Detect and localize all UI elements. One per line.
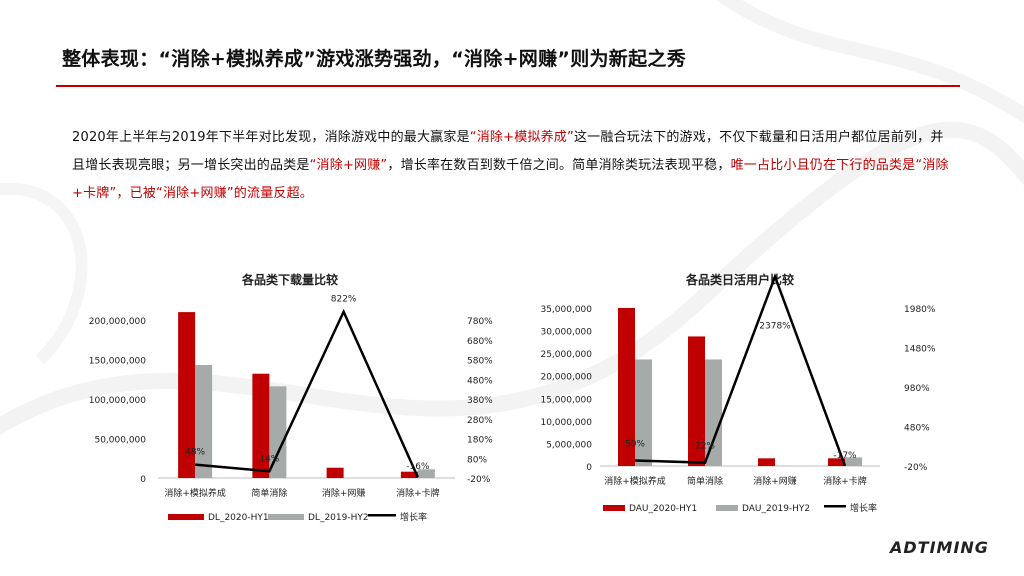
growth-rate-label: -16% — [406, 462, 430, 472]
legend-label: DL_2020-HY1 — [208, 513, 269, 523]
bar-current — [252, 373, 270, 478]
growth-rate-label: 14% — [259, 454, 279, 464]
y-right-tick-label: 980% — [904, 384, 930, 394]
summary-paragraph: 2020年上半年与2019年下半年对比发现，消除游戏中的最大赢家是“消除+模拟养… — [72, 124, 952, 208]
growth-rate-label: -17% — [833, 451, 857, 461]
y-right-tick-label: 280% — [467, 416, 493, 426]
y-left-tick-label: 20,000,000 — [540, 373, 592, 383]
bar-previous — [417, 469, 435, 478]
growth-rate-line — [634, 272, 847, 467]
y-right-tick-label: 1980% — [904, 305, 936, 315]
y-left-tick-label: 10,000,000 — [540, 418, 592, 428]
title-underline — [56, 85, 960, 87]
x-tick-label: 简单消除 — [251, 487, 287, 499]
y-right-tick-label: -20% — [904, 463, 928, 473]
bar-current — [688, 336, 705, 466]
highlight-text: 唯一占比小且仍在下行的品类是“消除+卡牌”，已被“消除+网赚”的流量反超。 — [72, 158, 949, 201]
y-left-tick-label: 50,000,000 — [94, 436, 146, 446]
chart-title: 各品类日活用户比较 — [685, 272, 794, 287]
bar-current — [828, 458, 845, 466]
page-title: 整体表现：“消除+模拟养成”游戏涨势强劲，“消除+网赚”则为新起之秀 — [62, 48, 686, 70]
x-tick-label: 消除+网赚 — [322, 487, 366, 499]
x-tick-label: 消除+卡牌 — [396, 487, 440, 499]
y-left-tick-label: 150,000,000 — [89, 357, 147, 367]
bar-previous — [845, 457, 862, 466]
body-text-segment: ，增长率在数百到数千倍之间。简单消除类玩法表现平稳， — [387, 158, 731, 173]
y-left-tick-label: 5,000,000 — [546, 440, 592, 450]
dau-chart: 各品类日活用户比较 0 5,000,000 10,000,000 15,000,000 2… — [540, 272, 936, 514]
bar-current — [400, 471, 418, 478]
bar-current — [178, 312, 196, 478]
legend-swatch — [268, 514, 304, 520]
legend-swatch — [603, 505, 625, 511]
bar-previous — [195, 365, 213, 478]
x-tick-label: 简单消除 — [687, 475, 723, 487]
y-left-tick-label: 0 — [586, 463, 592, 473]
y-left-tick-label: 200,000,000 — [89, 317, 147, 327]
growth-rate-label: 48% — [185, 448, 205, 458]
bar-current — [326, 467, 344, 478]
y-right-tick-label: 80% — [467, 455, 487, 465]
y-right-tick-label: 680% — [467, 337, 493, 347]
legend-swatch — [716, 505, 738, 511]
logo-text: ADTIMING — [890, 538, 989, 557]
y-right-tick-label: 180% — [467, 436, 493, 446]
adtiming-logo: ADTIMING — [890, 538, 989, 557]
legend-label: 增长率 — [850, 502, 877, 514]
y-right-tick-label: 1480% — [904, 345, 936, 355]
legend-swatch — [168, 514, 204, 520]
y-right-tick-label: 380% — [467, 396, 493, 406]
y-left-tick-label: 30,000,000 — [540, 328, 592, 338]
legend-swatch — [824, 505, 846, 508]
y-right-tick-label: -20% — [467, 475, 491, 485]
body-text-segment: 这一融合玩法下的游戏，不仅下载量和日活用户都位居前列，并且增长表现亮眼；另一增长… — [72, 130, 944, 173]
chart-title: 各品类下载量比较 — [241, 272, 338, 287]
legend-label: DL_2019-HY2 — [308, 513, 369, 523]
growth-rate-label: 22% — [695, 442, 715, 452]
download-chart: 各品类下载量比较 0 50,000,000 100,000,000 150,000,00… — [89, 272, 493, 523]
y-right-tick-label: 480% — [467, 376, 493, 386]
y-left-tick-label: 25,000,000 — [540, 350, 592, 360]
highlight-text: “消除+模拟养成” — [469, 130, 574, 145]
growth-rate-label: 822% — [331, 295, 357, 305]
bar-current — [618, 308, 635, 466]
growth-rate-label: 50% — [625, 439, 645, 449]
bar-previous — [635, 359, 652, 466]
y-left-tick-label: 35,000,000 — [540, 305, 592, 315]
bar-previous — [705, 359, 722, 466]
legend-label: DAU_2019-HY2 — [742, 504, 810, 514]
highlight-text: “消除+网赚” — [309, 158, 388, 173]
x-tick-label: 消除+卡牌 — [823, 475, 867, 487]
y-right-tick-label: 780% — [467, 317, 493, 327]
x-tick-label: 消除+模拟养成 — [164, 487, 226, 499]
x-tick-label: 消除+网赚 — [753, 475, 797, 487]
x-tick-label: 消除+模拟养成 — [604, 475, 666, 487]
legend-label: 增长率 — [400, 511, 427, 523]
growth-rate-line — [195, 308, 420, 478]
legend-swatch — [368, 514, 396, 517]
y-right-tick-label: 580% — [467, 357, 493, 367]
bar-current — [758, 458, 775, 466]
y-right-tick-label: 480% — [904, 424, 930, 434]
y-left-tick-label: 15,000,000 — [540, 395, 592, 405]
growth-rate-label: 2378% — [759, 322, 791, 332]
body-text-segment: 2020年上半年与2019年下半年对比发现，消除游戏中的最大赢家是 — [72, 130, 470, 145]
y-left-tick-label: 100,000,000 — [89, 396, 147, 406]
legend-label: DAU_2020-HY1 — [629, 504, 697, 514]
y-left-tick-label: 0 — [140, 475, 146, 485]
bar-previous — [269, 386, 287, 478]
